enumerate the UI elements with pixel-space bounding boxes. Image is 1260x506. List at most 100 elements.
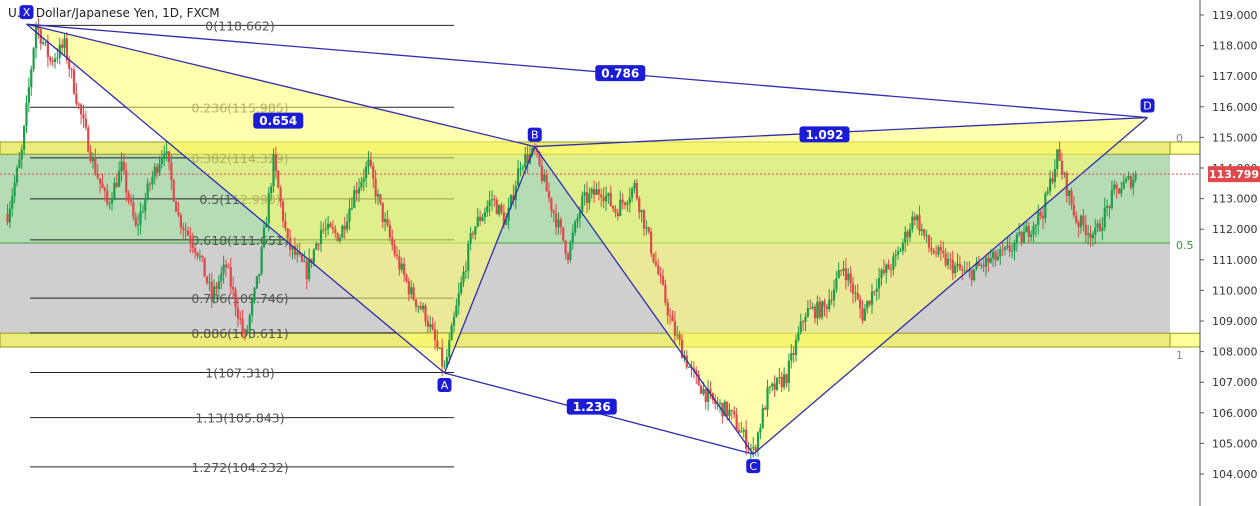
candle-body-55 (137, 224, 140, 226)
candle-body-239 (574, 221, 577, 233)
candle-body-213 (512, 195, 515, 201)
candle-body-450 (1075, 215, 1078, 223)
candle-body-23 (61, 44, 64, 48)
candle-body-268 (642, 210, 646, 229)
candle-body-177 (426, 321, 429, 327)
candle-body-15 (42, 42, 45, 44)
y-tick-label-3: 107.000 (1212, 376, 1258, 389)
candle-body-41 (103, 188, 106, 191)
candle-body-379 (906, 231, 909, 238)
candle-body-330 (790, 353, 793, 361)
candle-body-270 (647, 227, 650, 232)
candle-body-358 (856, 293, 859, 300)
candle-body-335 (802, 321, 805, 323)
candle-body-322 (771, 383, 774, 387)
candle-body-0 (6, 213, 9, 223)
candle-body-406 (970, 270, 973, 281)
ratio-badge-1 (595, 65, 646, 82)
candle-body-244 (585, 192, 589, 203)
ratio-badge-2 (799, 126, 850, 143)
ratio-badge-0 (253, 112, 304, 129)
candle-body-107 (260, 246, 263, 274)
leg-ab (443, 146, 536, 374)
candle-body-435 (1039, 212, 1042, 216)
candle-body-430 (1027, 226, 1030, 237)
candle-body-167 (403, 263, 406, 275)
candle-body-156 (376, 194, 380, 197)
fib-label-4: 0.618(111.651) (191, 233, 288, 248)
candle-body-303 (726, 401, 729, 417)
candle-body-260 (623, 202, 627, 205)
y-tick-label-13: 117.000 (1212, 70, 1258, 83)
candle-body-468 (1117, 188, 1121, 194)
candle-body-152 (367, 159, 370, 167)
ratio-badge-3 (566, 398, 617, 415)
candle-body-473 (1129, 176, 1132, 188)
candle-body-388 (927, 235, 931, 248)
candle-body-105 (255, 276, 258, 289)
candle-body-370 (885, 264, 888, 273)
candle-body-402 (961, 268, 964, 271)
candle-body-90 (220, 273, 223, 282)
candle-body-233 (559, 219, 562, 228)
candle-body-183 (441, 347, 444, 367)
candle-body-351 (840, 270, 843, 272)
candle-body-376 (899, 250, 902, 252)
candle-body-46 (115, 182, 118, 187)
candle-body-464 (1108, 206, 1111, 209)
candle-body-52 (129, 200, 133, 203)
candle-body-192 (462, 271, 465, 283)
candle-body-319 (764, 408, 767, 410)
candle-body-190 (457, 293, 460, 306)
candle-body-109 (265, 223, 268, 228)
candle-body-338 (809, 308, 812, 310)
candle-body-159 (384, 218, 387, 223)
candle-body-139 (336, 233, 339, 241)
candle-body-422 (1008, 245, 1011, 252)
candle-body-71 (175, 201, 178, 212)
candle-body-201 (483, 212, 486, 217)
candle-body-321 (768, 386, 771, 388)
candle-body-346 (828, 299, 831, 310)
candle-body-116 (281, 201, 285, 222)
candle-body-2 (11, 196, 14, 209)
candle-body-26 (68, 59, 71, 69)
candle-body-171 (412, 287, 415, 300)
candle-body-141 (341, 225, 344, 238)
candle-body-195 (469, 233, 472, 244)
candle-body-408 (975, 262, 978, 269)
candle-body-160 (386, 218, 389, 226)
candle-body-211 (507, 207, 510, 221)
candle-body-129 (312, 249, 315, 263)
leg-xa (26, 23, 445, 374)
candle-body-101 (246, 329, 249, 334)
candle-body-263 (631, 188, 634, 198)
candle-body-256 (614, 208, 617, 214)
candle-body-94 (229, 267, 232, 287)
candle-body-409 (977, 262, 980, 266)
point-badge-A (437, 378, 452, 393)
candle-body-3 (13, 182, 16, 197)
candle-body-104 (253, 288, 256, 301)
candle-body-84 (205, 276, 209, 283)
candle-body-416 (994, 251, 997, 261)
candle-body-261 (626, 203, 629, 205)
candle-body-369 (882, 269, 885, 273)
candle-body-399 (954, 265, 957, 274)
candle-body-345 (825, 306, 828, 310)
candle-body-199 (479, 216, 482, 221)
candle-body-147 (355, 190, 358, 194)
candle-body-146 (353, 190, 356, 208)
candle-body-389 (930, 247, 933, 251)
candle-body-130 (315, 243, 318, 250)
candle-body-123 (298, 252, 301, 255)
candle-body-197 (474, 226, 477, 235)
candle-body-357 (854, 293, 857, 295)
candle-body-348 (832, 289, 836, 301)
candle-body-20 (53, 58, 57, 62)
candle-body-332 (794, 340, 798, 355)
candle-body-162 (391, 237, 394, 245)
candle-body-250 (600, 194, 603, 198)
